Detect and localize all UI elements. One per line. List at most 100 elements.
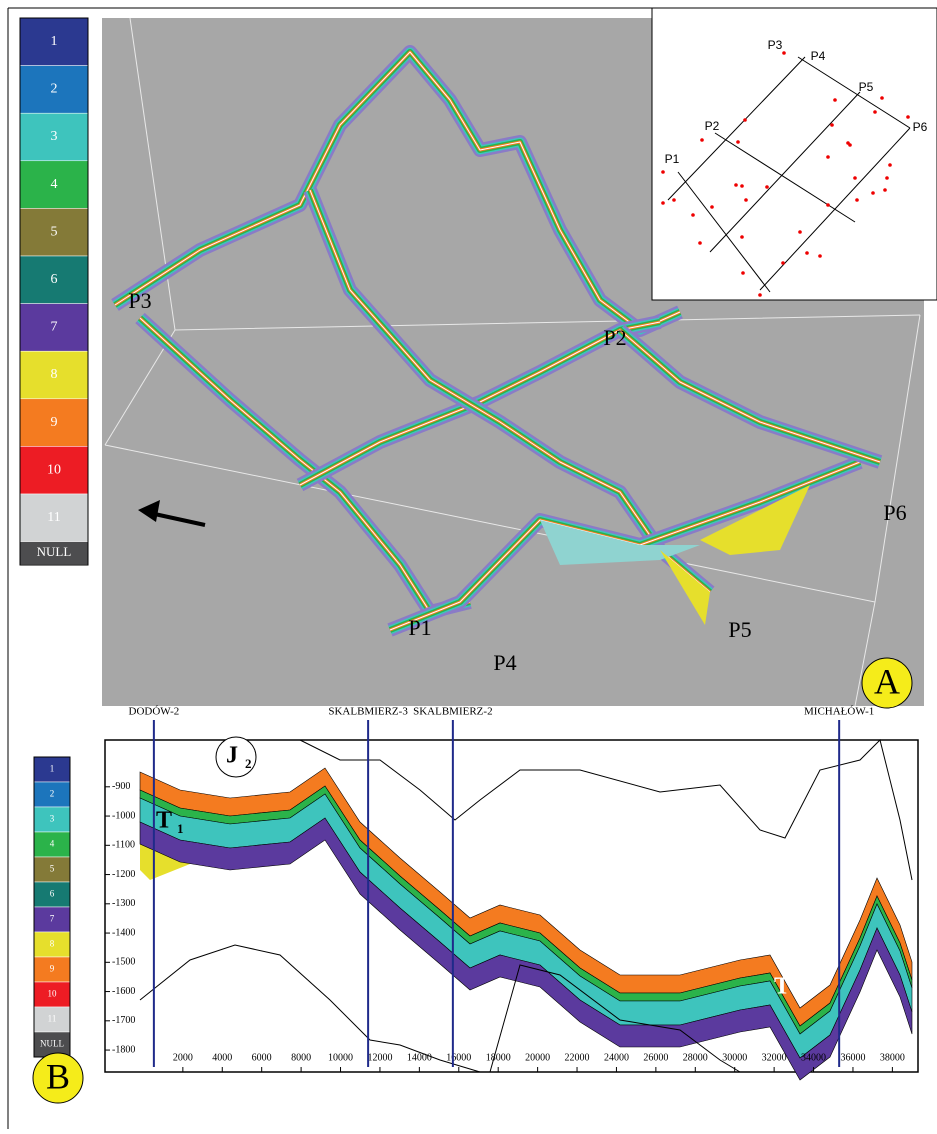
- legend-label: 4: [51, 177, 58, 192]
- legend-label: 7: [50, 914, 55, 924]
- legend-label: NULL: [37, 544, 72, 559]
- legend-label: 5: [51, 224, 58, 239]
- well-dot: [740, 184, 744, 188]
- profile-label: P2: [603, 325, 626, 350]
- y-tick-label: -1700: [112, 1015, 135, 1026]
- x-tick-label: 4000: [212, 1052, 232, 1063]
- inset-label: P5: [859, 80, 874, 94]
- well-dot: [818, 254, 822, 258]
- x-tick-label: 18000: [486, 1052, 511, 1063]
- well-dot: [871, 191, 875, 195]
- well-dot: [830, 123, 834, 127]
- well-dot: [743, 118, 747, 122]
- well-dot: [885, 176, 889, 180]
- well-dot: [833, 98, 837, 102]
- inset-label: P6: [913, 120, 928, 134]
- well-dot: [906, 115, 910, 119]
- legend-label: 3: [50, 814, 55, 824]
- well-label: SKALBMIERZ-3: [328, 706, 408, 718]
- well-dot: [880, 96, 884, 100]
- inset-map: [652, 8, 937, 300]
- well-dot: [741, 271, 745, 275]
- y-tick-label: -1000: [112, 810, 135, 821]
- well-dot: [888, 163, 892, 167]
- well-dot: [744, 198, 748, 202]
- well-dot: [826, 155, 830, 159]
- well-dot: [734, 183, 738, 187]
- figure: P1P2P3P4P5P6 P1P2P3P4P5P6 1234567891011N…: [0, 0, 937, 1129]
- x-tick-label: 32000: [762, 1052, 787, 1063]
- well-dot: [782, 51, 786, 55]
- panel-b: -900-1000-1100-1200-1300-1400-1500-1600-…: [105, 706, 918, 1080]
- profile-label: P4: [493, 650, 516, 675]
- legend-label: 4: [50, 839, 55, 849]
- legend-label: 3: [51, 129, 58, 144]
- legend-label: 8: [50, 939, 55, 949]
- profile-label: P5: [728, 617, 751, 642]
- x-tick-label: 14000: [407, 1052, 432, 1063]
- x-tick-label: 10000: [328, 1052, 353, 1063]
- unit-subscript: 2: [795, 987, 802, 1002]
- unit-label: T: [774, 974, 790, 1000]
- unit-label: T: [156, 808, 172, 834]
- legend-label: 11: [48, 1014, 57, 1024]
- well-label: SKALBMIERZ-2: [413, 706, 492, 718]
- x-tick-label: 2000: [173, 1052, 193, 1063]
- x-tick-label: 8000: [291, 1052, 311, 1063]
- well-dot: [798, 230, 802, 234]
- well-dot: [661, 201, 665, 205]
- y-tick-label: -1300: [112, 898, 135, 909]
- legend-label: 2: [50, 789, 55, 799]
- x-tick-label: 36000: [840, 1052, 865, 1063]
- well-dot: [848, 143, 852, 147]
- x-tick-label: 28000: [683, 1052, 708, 1063]
- unit-label: T: [774, 933, 790, 959]
- well-dot: [883, 188, 887, 192]
- profile-label: P1: [408, 615, 431, 640]
- legend-label: 10: [48, 989, 58, 999]
- x-tick-label: 30000: [722, 1052, 747, 1063]
- unit-subscript: 1: [177, 821, 184, 836]
- well-dot: [826, 203, 830, 207]
- legend-label: 5: [50, 864, 55, 874]
- y-tick-label: -900: [112, 781, 130, 792]
- y-tick-label: -1800: [112, 1044, 135, 1055]
- inset-label: P3: [768, 38, 783, 52]
- panel-label: A: [874, 661, 900, 701]
- well-dot: [855, 198, 859, 202]
- well-label: MICHAŁÓW-1: [804, 706, 874, 718]
- unit-label: J: [226, 743, 238, 769]
- well-dot: [700, 138, 704, 142]
- y-tick-label: -1600: [112, 986, 135, 997]
- well-dot: [710, 205, 714, 209]
- legend-label: 9: [51, 415, 58, 430]
- y-tick-label: -1200: [112, 869, 135, 880]
- profile-label: P6: [883, 500, 906, 525]
- unit-subscript: 2: [245, 756, 252, 771]
- well-dot: [672, 198, 676, 202]
- legend-label: 1: [51, 34, 58, 49]
- well-dot: [873, 110, 877, 114]
- inset-label: P2: [705, 119, 720, 133]
- legend-label: 6: [51, 272, 58, 287]
- x-tick-label: 6000: [252, 1052, 272, 1063]
- inset-label: P1: [665, 152, 680, 166]
- x-tick-label: 12000: [367, 1052, 392, 1063]
- legend-label: 11: [47, 510, 60, 525]
- well-dot: [698, 241, 702, 245]
- well-dot: [691, 213, 695, 217]
- legend-label: 10: [47, 462, 61, 477]
- x-tick-label: 34000: [801, 1052, 826, 1063]
- well-dot: [853, 176, 857, 180]
- well-dot: [805, 251, 809, 255]
- legend-a: 1234567891011NULL: [20, 18, 88, 565]
- y-tick-label: -1500: [112, 957, 135, 968]
- profile-label: P3: [128, 288, 151, 313]
- well-dot: [740, 235, 744, 239]
- well-dot: [736, 140, 740, 144]
- legend-label: 6: [50, 889, 55, 899]
- legend-label: 9: [50, 964, 55, 974]
- legend-label: 8: [51, 367, 58, 382]
- well-dot: [781, 261, 785, 265]
